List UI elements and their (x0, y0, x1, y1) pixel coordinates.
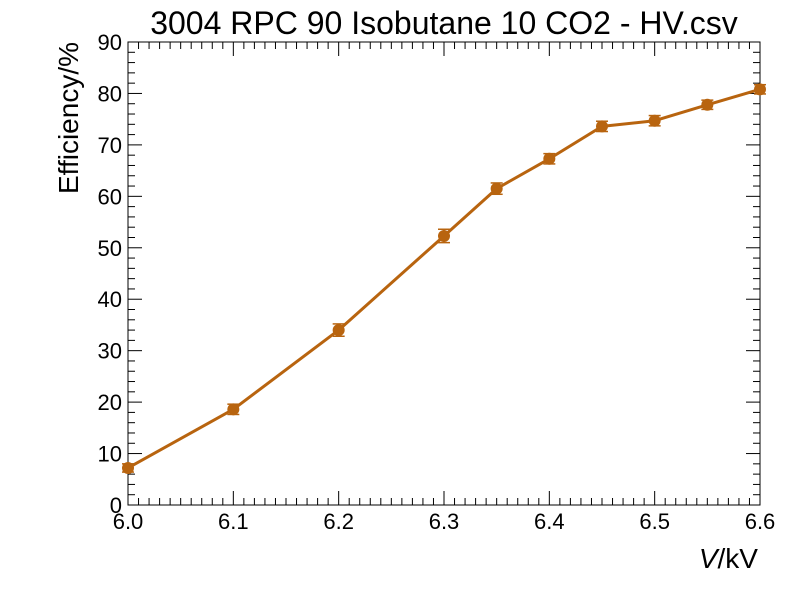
x-axis-label-unit: /kV (718, 543, 759, 574)
x-tick-label: 6.4 (534, 509, 565, 534)
data-point (596, 120, 608, 133)
x-tick-label: 6.0 (113, 509, 144, 534)
y-tick-label: 60 (98, 184, 122, 209)
y-tick-label: 80 (98, 81, 122, 106)
data-point (490, 182, 503, 195)
data-point-group (754, 83, 766, 96)
y-axis-label: Efficiency/% (53, 42, 84, 194)
x-tick-label: 6.2 (323, 509, 354, 534)
y-tick-label: 10 (98, 442, 122, 467)
data-point-group (701, 98, 714, 111)
data-point-group (648, 114, 661, 127)
plot-frame (127, 41, 761, 506)
y-tick-label: 90 (98, 30, 122, 55)
chart-title: 3004 RPC 90 Isobutane 10 CO2 - HV.csv (150, 5, 738, 41)
x-tick-label: 6.1 (218, 509, 249, 534)
data-point (648, 114, 661, 127)
data-point-group (543, 152, 556, 165)
data-point-group (596, 120, 608, 133)
data-point-group (490, 182, 503, 196)
x-tick-label: 6.3 (429, 509, 460, 534)
y-tick-label: 70 (98, 133, 122, 158)
data-point (227, 403, 240, 416)
y-tick-label: 0 (110, 493, 122, 518)
data-point-group (227, 403, 240, 416)
data-point-group (438, 228, 450, 244)
y-tick-label: 20 (98, 390, 122, 415)
data-point-group (332, 323, 345, 338)
series-line (127, 87, 761, 470)
x-tick-label: 6.5 (639, 509, 670, 534)
y-tick-label: 40 (98, 287, 122, 312)
data-point (122, 461, 134, 474)
data-point (754, 83, 766, 96)
x-axis-label-symbol: V (699, 543, 720, 574)
x-axis-label: V/kV (699, 543, 758, 574)
data-point (438, 229, 450, 242)
data-point-group (122, 461, 134, 474)
data-point (543, 152, 556, 165)
x-tick-label: 6.6 (745, 509, 776, 534)
y-tick-label: 50 (98, 236, 122, 261)
data-point (332, 324, 345, 337)
data-point (701, 98, 714, 111)
y-tick-label: 30 (98, 339, 122, 364)
